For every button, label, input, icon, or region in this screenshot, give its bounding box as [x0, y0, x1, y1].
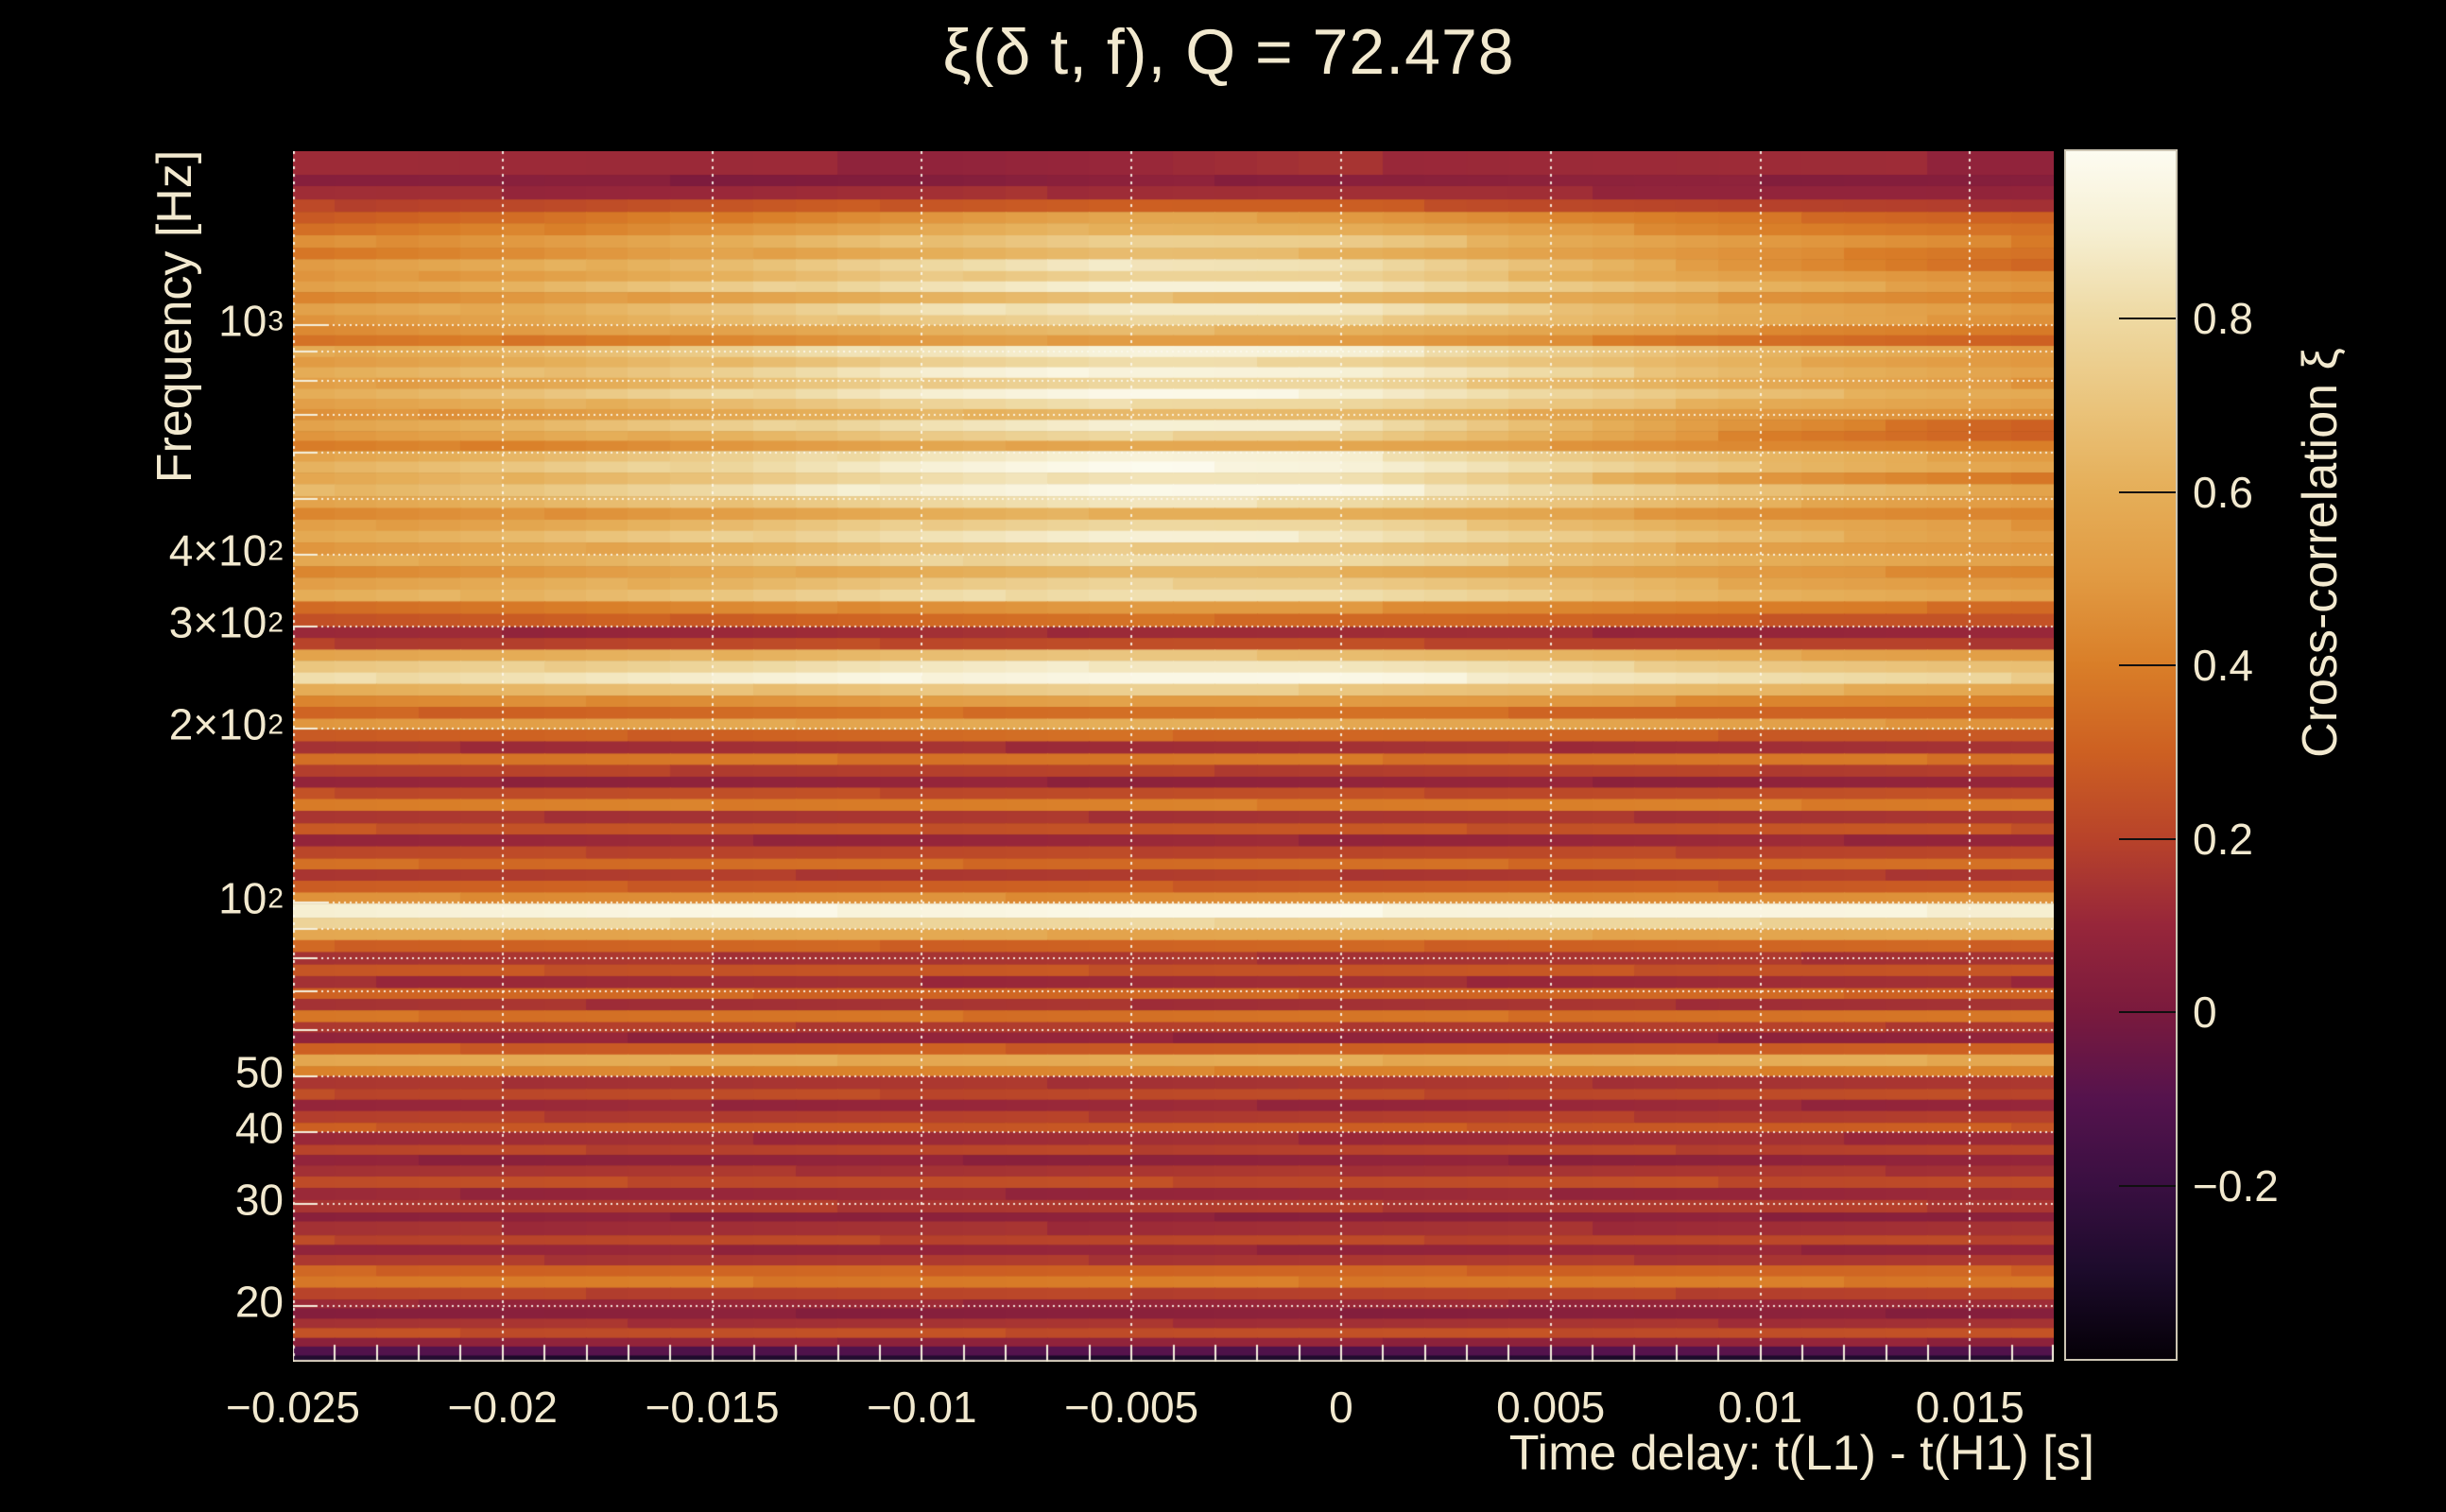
colorbar-tick-mark	[2119, 837, 2176, 840]
y-tick-label: 2×102	[168, 699, 284, 749]
y-tick-label: 50	[234, 1047, 284, 1097]
colorbar-tick-label: 0.6	[2193, 467, 2253, 517]
colorbar-label: Cross-correlation ξ	[2293, 348, 2348, 758]
x-tick-label: 0.005	[1496, 1383, 1606, 1432]
x-tick-label: −0.025	[226, 1383, 360, 1432]
colorbar-tick-mark	[2119, 1184, 2176, 1187]
x-axis-label: Time delay: t(L1) - t(H1) [s]	[1508, 1426, 2094, 1481]
colorbar	[2064, 149, 2178, 1361]
x-tick-label: 0.01	[1717, 1383, 1803, 1432]
y-tick-label: 30	[234, 1175, 284, 1225]
y-tick-label: 3×102	[168, 597, 284, 647]
x-tick-label: 0.015	[1915, 1383, 2024, 1432]
colorbar-tick-mark	[2119, 664, 2176, 667]
y-tick-label: 20	[234, 1277, 284, 1327]
colorbar-tick-mark	[2119, 1011, 2176, 1014]
x-tick-label: −0.015	[645, 1383, 780, 1432]
x-tick-label: 0	[1329, 1383, 1353, 1432]
y-tick-label: 103	[218, 296, 284, 346]
y-tick-label: 102	[218, 873, 284, 923]
heatmap-plot-area	[293, 151, 2054, 1362]
colorbar-tick-label: 0	[2193, 988, 2217, 1038]
y-tick-label: 4×102	[168, 525, 284, 576]
colorbar-tick-label: −0.2	[2193, 1160, 2279, 1211]
colorbar-tick-label: 0.4	[2193, 641, 2253, 691]
colorbar-tick-mark	[2119, 318, 2176, 320]
chart-title: ξ(δ t, f), Q = 72.478	[942, 16, 1515, 88]
x-tick-label: −0.01	[867, 1383, 977, 1432]
y-tick-label: 40	[234, 1103, 284, 1153]
colorbar-tick-mark	[2119, 490, 2176, 493]
colorbar-tick-label: 0.2	[2193, 814, 2253, 864]
colorbar-tick-label: 0.8	[2193, 294, 2253, 344]
x-tick-label: −0.005	[1064, 1383, 1199, 1432]
y-axis-label: Frequency [Hz]	[147, 149, 202, 484]
x-tick-label: −0.02	[447, 1383, 558, 1432]
